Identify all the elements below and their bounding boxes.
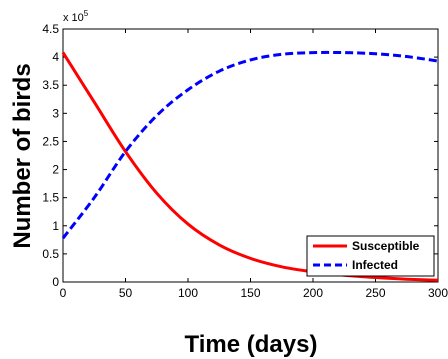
y-axis-label: Number of birds	[9, 63, 36, 248]
x-axis-ticks: 0 50 100 150 200 250 300	[60, 29, 448, 300]
x-tick-label: 250	[365, 286, 385, 300]
x-tick-label: 150	[240, 286, 260, 300]
y-tick-label: 1	[52, 219, 59, 233]
y-tick-label: 2.5	[42, 134, 59, 148]
x-tick-label: 50	[119, 286, 133, 300]
series-line-infected	[61, 50, 439, 240]
legend: Susceptible Infected	[306, 235, 435, 277]
legend-label-susceptible: Susceptible	[352, 239, 420, 253]
y-tick-label: 0.5	[42, 247, 59, 261]
y-axis-ticks: 0 0.5 1 1.5 2 2.5 3 3.5 4 4.5	[42, 22, 438, 289]
y-axis-multiplier-base: x 10	[63, 12, 84, 24]
x-axis-label: Time (days)	[185, 331, 318, 358]
y-tick-label: 2	[52, 163, 59, 177]
legend-box	[306, 235, 435, 277]
y-axis-multiplier-exponent: 5	[84, 9, 89, 18]
series-layer	[61, 50, 439, 282]
y-tick-label: 1.5	[42, 191, 59, 205]
x-tick-label: 200	[303, 286, 323, 300]
x-tick-label: 100	[178, 286, 198, 300]
y-tick-label: 3	[52, 106, 59, 120]
x-tick-label: 0	[60, 286, 67, 300]
y-tick-label: 3.5	[42, 78, 59, 92]
series-line-susceptible	[61, 51, 439, 282]
legend-label-infected: Infected	[352, 258, 398, 272]
y-tick-label: 4.5	[42, 22, 59, 36]
y-tick-label: 0	[52, 275, 59, 289]
x-tick-label: 300	[428, 286, 448, 300]
y-axis-multiplier: x 105	[63, 9, 89, 24]
y-tick-label: 4	[52, 50, 59, 64]
